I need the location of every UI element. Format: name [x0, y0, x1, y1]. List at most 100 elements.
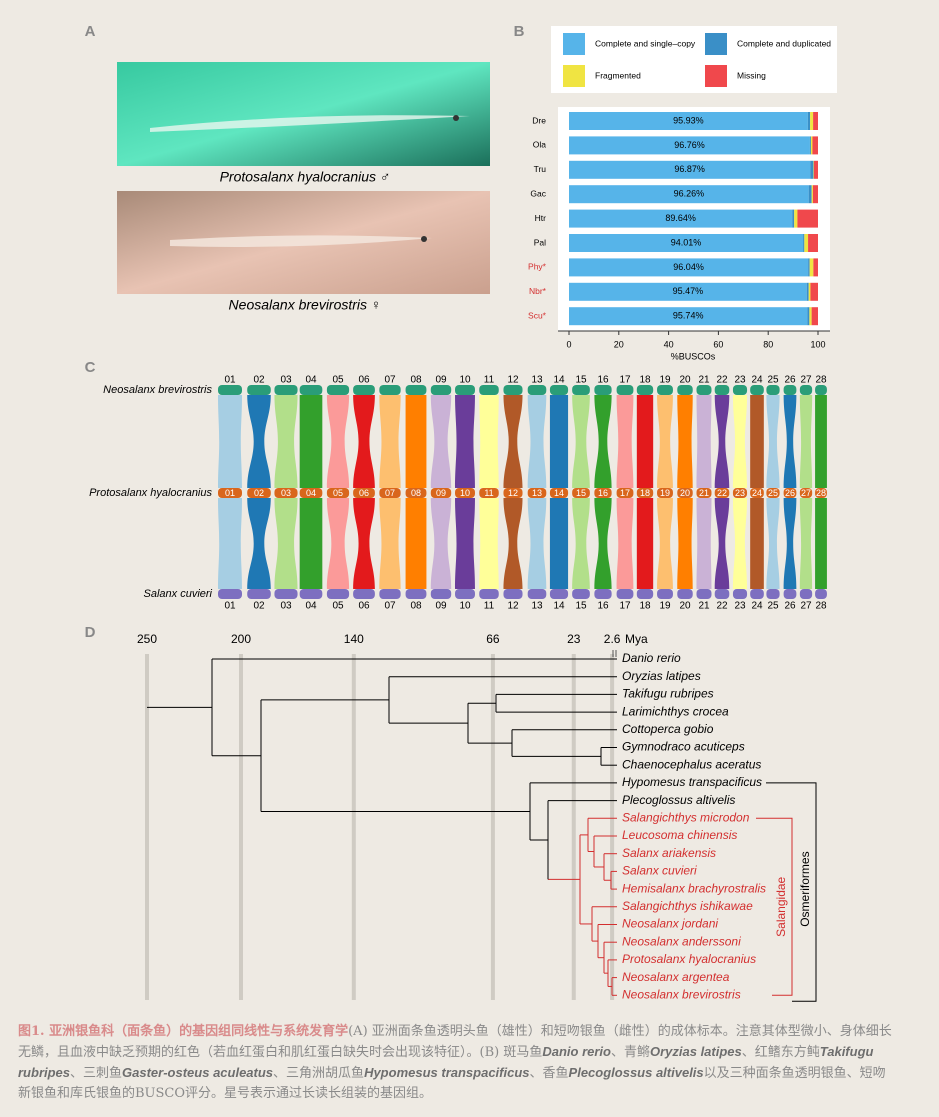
bar-segment: [569, 258, 809, 277]
synteny-ribbon: [677, 498, 693, 589]
chromosome: [750, 385, 764, 395]
synteny-ribbon: [247, 395, 271, 488]
chromosome-label: 12: [507, 375, 519, 386]
legend-swatch: [705, 33, 727, 55]
chromosome-label: 22: [716, 375, 728, 386]
chromosome: [657, 385, 673, 395]
chromosome: [430, 385, 452, 395]
chromosome-label: 04: [305, 601, 317, 612]
synteny-ribbon: [430, 498, 452, 589]
chromosome: [636, 589, 654, 599]
time-band: [351, 654, 356, 1000]
chromosome-label: 16: [597, 601, 609, 612]
x-tick-label: 0: [566, 339, 571, 349]
figure: A B C D Protosalanx hyalocranius ♂ Neosa…: [85, 23, 837, 1002]
chromosome-label: 22: [716, 601, 728, 612]
legend-swatch: [563, 65, 585, 87]
synteny-ribbon: [594, 395, 612, 488]
time-tick-label: 2.6: [604, 632, 621, 646]
chromosome: [549, 488, 569, 498]
taxon-label: Neosalanx jordani: [622, 917, 718, 931]
chromosome-label: 02: [254, 488, 264, 498]
x-tick-label: 80: [763, 339, 773, 349]
chromosome: [696, 488, 712, 498]
panel-label: A: [85, 23, 96, 40]
chromosome-label: 28: [816, 488, 826, 498]
clade-bracket: [756, 817, 793, 996]
synteny-ribbon: [572, 395, 590, 488]
chromosome-label: 06: [358, 601, 370, 612]
chromosome-label: 16: [597, 375, 609, 386]
bar-segment: [569, 136, 810, 155]
synteny-ribbon: [549, 395, 569, 488]
chromosome-label: 22: [717, 488, 727, 498]
legend-swatch: [563, 33, 585, 55]
y-tick-label: Pal: [534, 237, 546, 247]
synteny-ribbon: [247, 498, 271, 589]
chromosome: [503, 385, 523, 395]
chromosome-label: 17: [620, 488, 630, 498]
chromosome: [714, 385, 730, 395]
chromosome-label: 15: [575, 375, 587, 386]
chromosome: [430, 589, 452, 599]
chromosome-label: 28: [815, 601, 827, 612]
chromosome: [549, 589, 569, 599]
synteny-ribbon: [766, 395, 780, 488]
chromosome: [572, 488, 590, 498]
bar-segment: [808, 282, 811, 301]
synteny-ribbon: [636, 498, 654, 589]
taxon-label: Gymnodraco acuticeps: [622, 740, 745, 754]
chromosome-label: 24: [751, 375, 763, 386]
chromosome-label: 11: [484, 488, 493, 498]
chromosome: [479, 488, 499, 498]
bar-segment: [810, 136, 813, 155]
chromosome: [405, 589, 427, 599]
synteny-ribbon: [783, 498, 797, 589]
synteny-ribbon: [714, 395, 730, 488]
synteny-ribbon: [503, 395, 523, 488]
chromosome: [218, 385, 242, 395]
chromosome-label: 03: [280, 375, 292, 386]
chromosome-label: 14: [554, 488, 564, 498]
taxon-label: Danio rerio: [622, 651, 681, 665]
chromosome-label: 06: [359, 488, 369, 498]
chromosome-label: 25: [767, 601, 779, 612]
bar-segment: [810, 160, 814, 179]
genome-label: Protosalanx hyalocranius: [89, 487, 212, 499]
taxon-label: Neosalanx anderssoni: [622, 934, 741, 948]
fish-eye: [453, 115, 459, 121]
chromosome-label: 19: [659, 601, 671, 612]
synteny-ribbon: [479, 498, 499, 589]
chromosome: [696, 385, 712, 395]
chromosome: [299, 488, 323, 498]
y-tick-label: Scu*: [528, 310, 547, 320]
chromosome: [677, 385, 693, 395]
chromosome: [527, 385, 547, 395]
chromosome: [353, 589, 375, 599]
y-tick-label: Htr: [535, 213, 547, 223]
time-tick-label: 23: [567, 632, 581, 646]
bar-segment: [569, 209, 793, 228]
bar-segment: [809, 136, 811, 155]
value-label: 96.87%: [674, 164, 705, 174]
caption-text: Plecoglossus altivelis: [568, 1065, 704, 1080]
chromosome-label: 19: [659, 375, 671, 386]
synteny-ribbon: [766, 498, 780, 589]
bar-segment: [813, 258, 818, 277]
synteny-ribbon: [732, 498, 748, 589]
chromosome: [247, 385, 271, 395]
synteny-ribbon: [527, 498, 547, 589]
chromosome: [455, 488, 475, 498]
chromosome-label: 09: [435, 375, 447, 386]
synteny-ribbon: [783, 395, 797, 488]
chromosome-label: 14: [553, 601, 565, 612]
chromosome-label: 11: [484, 375, 495, 386]
chromosome-label: 01: [224, 375, 236, 386]
chromosome: [405, 385, 427, 395]
chromosome-label: 07: [384, 375, 396, 386]
chromosome: [783, 589, 797, 599]
chromosome-label: 23: [735, 488, 745, 498]
synteny-ribbon: [799, 395, 813, 488]
panel-label: C: [85, 359, 96, 376]
chromosome-label: 23: [734, 375, 746, 386]
